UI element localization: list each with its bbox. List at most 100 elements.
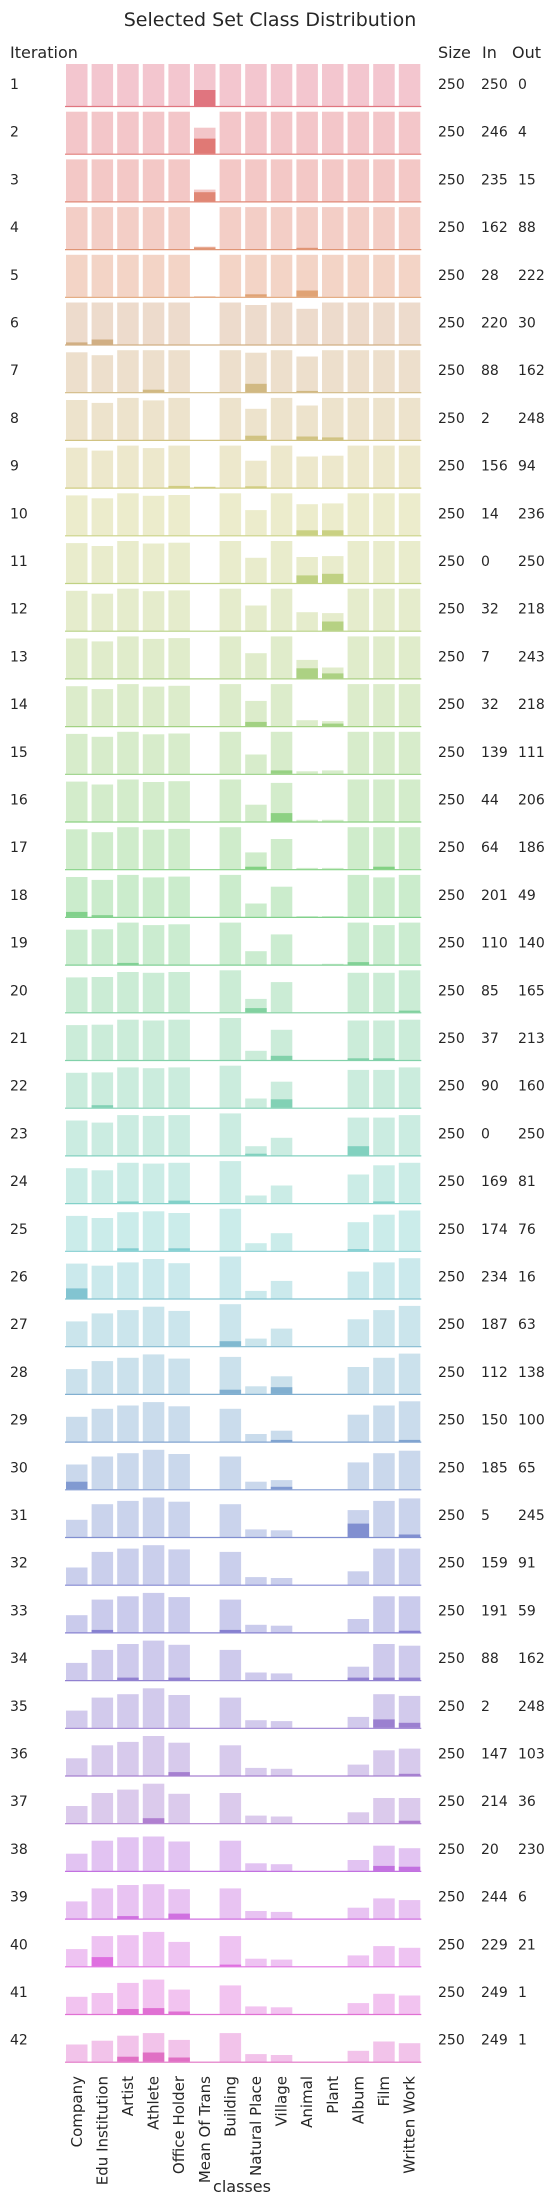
- remaining-bar: [91, 546, 114, 583]
- remaining-bar: [347, 1117, 370, 1156]
- remaining-bar: [373, 1798, 395, 1824]
- iteration-label: 31: [10, 1508, 28, 1524]
- in-value: 185: [481, 1460, 508, 1476]
- remaining-bar: [117, 972, 139, 1013]
- selected-bar: [142, 2008, 165, 2014]
- iteration-row: 23 250 0 250: [10, 1113, 545, 1157]
- remaining-bar: [373, 731, 395, 774]
- remaining-bar: [322, 159, 344, 202]
- remaining-bar: [219, 1649, 242, 1681]
- size-value: 250: [438, 697, 465, 713]
- remaining-bar: [347, 636, 370, 679]
- remaining-bar: [142, 1449, 165, 1490]
- remaining-bar: [142, 1402, 165, 1442]
- in-value: 2: [481, 411, 490, 427]
- selected-bar: [168, 485, 190, 488]
- remaining-bar: [373, 1069, 395, 1108]
- remaining-bar: [117, 1212, 139, 1251]
- remaining-bar: [398, 1401, 421, 1442]
- remaining-bar: [347, 874, 370, 917]
- remaining-bar: [270, 684, 293, 727]
- remaining-bar: [270, 1137, 293, 1156]
- in-value: 20: [481, 1842, 499, 1858]
- selected-bar: [398, 1439, 421, 1442]
- in-value: 246: [481, 125, 508, 141]
- remaining-bar: [91, 929, 114, 965]
- remaining-bar: [142, 829, 165, 870]
- size-value: 250: [438, 649, 465, 665]
- in-value: 112: [481, 1365, 508, 1381]
- remaining-bar: [245, 1958, 267, 1967]
- remaining-bar: [398, 445, 421, 488]
- remaining-bar: [91, 1408, 114, 1442]
- remaining-bar: [142, 1688, 165, 1728]
- selected-bar: [398, 1866, 421, 1871]
- size-value: 250: [438, 936, 465, 952]
- remaining-bar: [347, 1812, 370, 1824]
- size-value: 250: [438, 983, 465, 999]
- remaining-bar: [245, 1529, 267, 1537]
- iteration-label: 33: [10, 1603, 28, 1619]
- size-value: 250: [438, 1413, 465, 1429]
- remaining-bar: [270, 1280, 293, 1299]
- size-value: 250: [438, 1079, 465, 1095]
- iteration-label: 39: [10, 1890, 28, 1906]
- remaining-bar: [117, 1067, 139, 1108]
- iteration-label: 30: [10, 1460, 28, 1476]
- iteration-label: 10: [10, 506, 28, 522]
- selected-bar: [117, 962, 139, 965]
- remaining-bar: [347, 1319, 370, 1347]
- remaining-bar: [142, 543, 165, 583]
- remaining-bar: [91, 1456, 114, 1490]
- remaining-bar: [66, 1996, 88, 2014]
- remaining-bar: [398, 541, 421, 583]
- remaining-bar: [245, 700, 267, 727]
- remaining-bar: [398, 1353, 421, 1394]
- remaining-bar: [219, 1161, 242, 1204]
- remaining-bar: [270, 839, 293, 870]
- out-value: 94: [518, 459, 536, 475]
- remaining-bar: [245, 1050, 267, 1060]
- iteration-label: 21: [10, 1031, 28, 1047]
- remaining-bar: [270, 64, 293, 106]
- remaining-bar: [142, 972, 165, 1013]
- remaining-bar: [219, 731, 242, 774]
- remaining-bar: [373, 302, 395, 345]
- remaining-bar: [168, 1454, 190, 1490]
- remaining-bar: [270, 636, 293, 679]
- remaining-bar: [347, 1414, 370, 1442]
- remaining-bar: [66, 1758, 88, 1776]
- remaining-bar: [398, 254, 421, 297]
- remaining-bar: [347, 972, 370, 1013]
- remaining-bar: [219, 541, 242, 583]
- selected-bar: [117, 1201, 139, 1204]
- remaining-bar: [66, 781, 88, 822]
- remaining-bar: [168, 1501, 190, 1537]
- remaining-bar: [168, 397, 190, 440]
- remaining-bar: [270, 934, 293, 965]
- remaining-bar: [245, 2054, 267, 2062]
- remaining-bar: [117, 64, 139, 106]
- remaining-bar: [373, 684, 395, 727]
- selected-bar: [398, 1010, 421, 1013]
- remaining-bar: [373, 925, 395, 965]
- iteration-row: 6 250 220 30: [10, 302, 536, 346]
- in-value: 14: [481, 506, 499, 522]
- out-value: 30: [518, 316, 536, 332]
- in-value: 229: [481, 1937, 508, 1953]
- in-value: 0: [481, 1126, 490, 1142]
- selected-bar: [398, 1773, 421, 1776]
- remaining-bar: [142, 1783, 165, 1824]
- selected-bar: [66, 911, 88, 917]
- remaining-bar: [398, 684, 421, 727]
- out-value: 65: [518, 1460, 536, 1476]
- selected-bar: [245, 866, 267, 870]
- remaining-bar: [117, 1357, 139, 1394]
- out-value: 88: [518, 220, 536, 236]
- remaining-bar: [347, 493, 370, 536]
- iteration-row: 29 250 150 100: [10, 1401, 545, 1443]
- x-tick-label: Office Holder: [170, 2075, 188, 2174]
- remaining-bar: [91, 1745, 114, 1776]
- out-value: 1: [518, 1985, 527, 2001]
- size-value: 250: [438, 745, 465, 761]
